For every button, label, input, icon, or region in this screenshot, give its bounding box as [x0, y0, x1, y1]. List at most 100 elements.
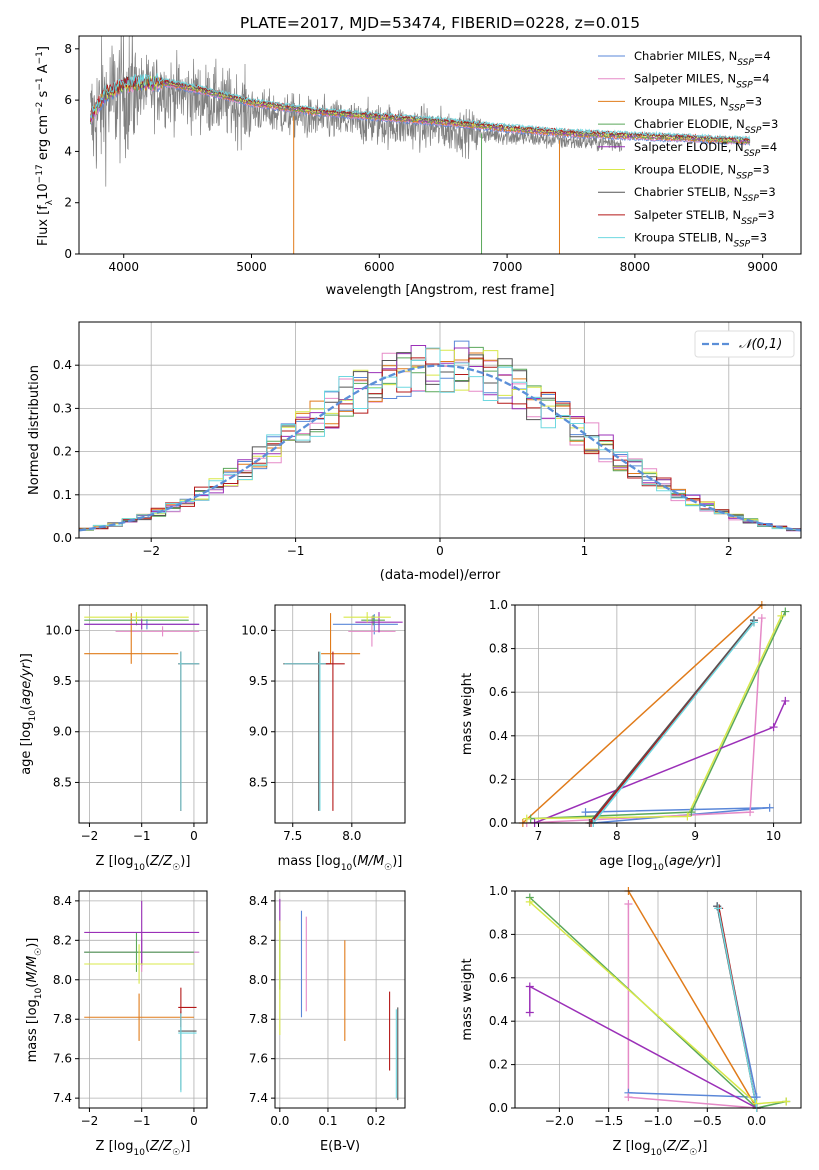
x-tick-label: −1 [133, 1114, 151, 1128]
series-marker-salpeter-elodie [769, 723, 778, 732]
y-tick-label: 1.0 [489, 884, 508, 898]
histogram-panel: −2 −1 0 1 2 0.0 0.1 0.2 0.3 0.4 𝒩(0,1) (data-model)… [27, 321, 802, 583]
series-marker-kroupa-elodie [522, 814, 531, 823]
label-part: Chabrier MILES, N [634, 49, 737, 63]
label-part: Kroupa MILES, N [634, 94, 729, 108]
x-axis-label: Z [log10(Z/Z☉)] [96, 854, 191, 873]
label-part: Z/Z [666, 1139, 690, 1154]
axes-frame [78, 35, 802, 255]
label-part: Z [log [613, 1139, 651, 1154]
plot-area [275, 605, 405, 823]
label-part: =3 [750, 231, 767, 245]
label-part: A [36, 64, 51, 77]
y-tick-label: 0.6 [489, 971, 508, 985]
y-tick-label: 8 [64, 42, 72, 56]
y-tick-label: 0.2 [489, 772, 508, 786]
y-tick-label: 0.0 [489, 816, 508, 830]
label-part: 10 [133, 863, 145, 873]
series-marker-salpeter-elodie [525, 1008, 534, 1017]
label-part: age [log [19, 722, 34, 775]
y-tick-label: 0.2 [53, 445, 72, 459]
x-tick-label: 0 [190, 1114, 198, 1128]
y-tick-label: 0.3 [53, 401, 72, 415]
label-part: Z/Z [149, 854, 173, 869]
label-part: ( [145, 1139, 150, 1154]
label-part: ☉ [172, 1148, 180, 1158]
y-tick-label: 8.4 [53, 894, 72, 908]
label-part: )] [180, 854, 190, 869]
x-tick-label: 5000 [236, 260, 267, 274]
label-part: ☉ [172, 863, 180, 873]
series-line-chabrier-stelib [588, 619, 755, 823]
label-part: =3 [759, 185, 776, 199]
plot-area [79, 605, 207, 823]
label-part: Salpeter MILES, N [634, 72, 736, 86]
x-axis-label: Z [log10(Z/Z☉)] [96, 1139, 191, 1158]
label-part: )] [25, 938, 40, 948]
series-marker-chabrier-miles [765, 803, 774, 812]
series-marker-salpeter-elodie [525, 982, 534, 991]
x-tick-label: 0 [190, 829, 198, 843]
legend-label: Chabrier STELIB, NSSP=3 [634, 185, 776, 204]
x-tick-label: 6000 [364, 260, 395, 274]
label-part: erg cm [36, 115, 51, 164]
axes-frame [78, 604, 208, 824]
x-tick-label: 0.1 [318, 1114, 337, 1128]
series-marker-kroupa-stelib [714, 904, 723, 913]
y-tick-label: 0.2 [489, 1058, 508, 1072]
legend-box [694, 330, 795, 358]
label-part: Salpeter ELODIE, N [634, 140, 744, 154]
plot-area [515, 605, 801, 823]
label-part: 10 [28, 710, 38, 722]
label-part: M/M [25, 956, 40, 983]
label-part: 10 [652, 863, 664, 873]
figure-title: PLATE=2017, MJD=53474, FIBERID=0228, z=0… [240, 14, 640, 32]
label-part: SSP [744, 149, 761, 159]
y-tick-label: 7.4 [53, 1091, 72, 1105]
x-axis-label: Z [log10(Z/Z☉)] [613, 1139, 708, 1158]
x-tick-label: 0.0 [270, 1114, 289, 1128]
legend-label: Chabrier ELODIE, NSSP=3 [634, 117, 778, 136]
y-tick-label: 8.5 [53, 775, 72, 789]
label-part: =3 [761, 117, 778, 131]
label-part: SSP [745, 126, 762, 136]
label-part: SSP [736, 81, 753, 91]
x-tick-label: 1 [581, 544, 589, 558]
legend-label: Chabrier MILES, NSSP=4 [634, 49, 771, 68]
label-part: Chabrier STELIB, N [634, 185, 742, 199]
y-tick-label: 9.0 [249, 725, 268, 739]
series-line-kroupa-elodie [526, 615, 783, 820]
y-tick-label: 0.4 [53, 358, 72, 372]
series-line-chabrier-elodie [530, 611, 786, 820]
age_vs_mass-panel: 7.5 8.0 8.5 9.0 9.5 10.0 mass [log10(M/M☉)] [241, 604, 406, 873]
x-tick-label: 2 [725, 544, 733, 558]
label-part: )] [180, 1139, 190, 1154]
axes-frame [78, 321, 802, 539]
series-marker-salpeter-miles [757, 614, 766, 623]
y-tick-label: 8.5 [249, 775, 268, 789]
model-spectrum-kroupa-stelib [90, 73, 751, 141]
series-marker-kroupa-elodie [525, 897, 534, 906]
label-part: Kroupa STELIB, N [634, 231, 734, 245]
y-axis-label: Flux [fλ10−17 erg cm−2 s−1 A−1] [35, 46, 55, 246]
y-axis-label: mass [log10(M/M☉)] [25, 938, 44, 1063]
y-tick-label: 10.0 [241, 623, 268, 637]
y-axis-label: mass weight [460, 673, 475, 755]
label-part: SSP [737, 58, 754, 68]
y-tick-label: 2 [64, 196, 72, 210]
y-tick-label: 7.6 [53, 1052, 72, 1066]
label-part: mass [log [25, 999, 40, 1062]
x-tick-label: 8000 [620, 260, 651, 274]
x-tick-label: −2 [81, 829, 99, 843]
legend-label: Salpeter MILES, NSSP=4 [634, 72, 770, 91]
label-part: SSP [741, 217, 758, 227]
label-part: −1 [35, 77, 45, 90]
label-part: ( [25, 983, 40, 988]
label-part: SSP [734, 240, 751, 250]
x-tick-label: 8 [613, 829, 621, 843]
y-tick-label: 8.0 [53, 973, 72, 987]
x-tick-label: −2.0 [545, 1114, 574, 1128]
label-part: 10 [36, 183, 51, 200]
label-part: Kroupa ELODIE, N [634, 163, 736, 177]
